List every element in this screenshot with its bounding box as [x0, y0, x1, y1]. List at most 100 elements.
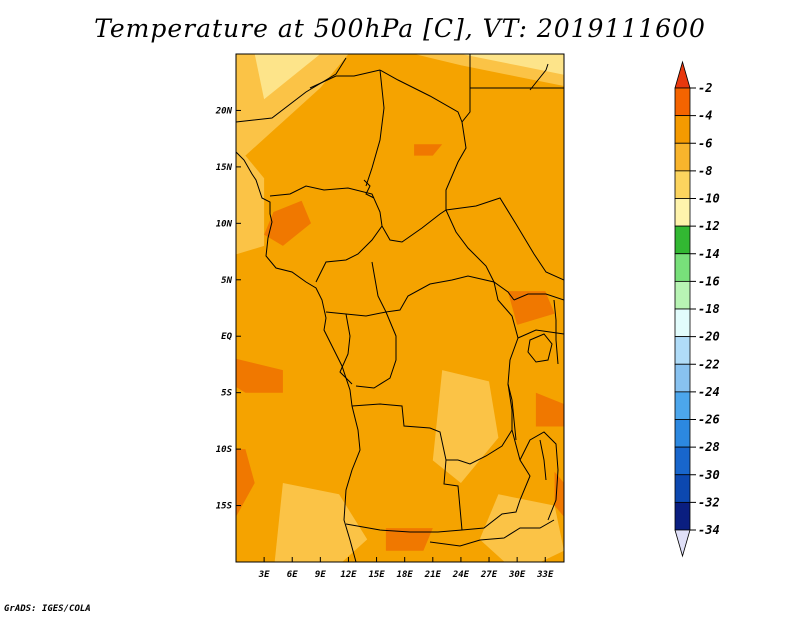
lon-tick-label-3: 12E	[340, 570, 357, 580]
colorbar-segment-14	[674, 446, 691, 476]
colorbar-label-15: -32	[698, 495, 720, 509]
colorbar-segment-9	[674, 308, 691, 338]
border-mali-niger	[365, 69, 385, 187]
colorbar-segment-10	[674, 336, 691, 365]
colorbar-segment-6	[674, 225, 691, 255]
lake-chad	[363, 179, 375, 199]
temp-band-7	[460, 54, 564, 75]
colorbar-segment-7	[674, 253, 691, 282]
temp-band-11	[507, 291, 555, 325]
map-background	[236, 54, 564, 562]
lat-tick-label-6: 10S	[216, 445, 233, 455]
colorbar-segment-12	[674, 391, 691, 420]
colorbar-label-13: -28	[698, 440, 720, 454]
border-algeria-mali	[309, 69, 381, 89]
border-sahel-line	[236, 57, 347, 123]
lat-tick-label-4: EQ	[221, 332, 232, 342]
lon-tick-label-10: 33E	[536, 570, 554, 580]
colorbar-label-4: -10	[698, 192, 720, 206]
lon-tick-label-2: 9E	[315, 570, 326, 580]
lon-tick-label-9: 30E	[508, 570, 526, 580]
colorbar-segment-3	[674, 142, 691, 172]
border-zambia-east	[461, 429, 531, 531]
colorbar-segment-17	[674, 529, 691, 558]
temp-band-3	[432, 370, 499, 483]
coastline-west	[236, 151, 361, 562]
lon-tick-label-5: 18E	[397, 570, 414, 580]
temp-band-9	[414, 144, 443, 156]
longitude-axis: 3E 6E 9E 12E 15E 18E 21E 24E 27E 30E 33E	[258, 557, 554, 580]
grads-credit: GrADS: IGES/COLA	[4, 604, 91, 614]
temp-band-13	[236, 449, 255, 517]
lon-tick-label-6: 21E	[424, 570, 442, 580]
colorbar-label-16: -34	[698, 523, 720, 537]
colorbar-segments	[674, 60, 691, 558]
temp-band-10	[236, 358, 283, 393]
temp-band-2	[236, 155, 265, 255]
temp-band-15	[385, 528, 433, 551]
border-uganda-kenya	[513, 293, 564, 301]
colorbar-segment-8	[674, 280, 691, 310]
colorbar-label-14: -30	[698, 468, 720, 482]
border-chad-north	[445, 54, 471, 210]
border-car	[371, 261, 515, 313]
lat-tick-label-2: 10N	[216, 219, 233, 229]
colorbar-segment-1	[674, 87, 691, 117]
colorbar-label-5: -12	[698, 219, 720, 233]
border-gabon-congo	[339, 313, 353, 385]
temp-band-6	[254, 54, 321, 100]
lon-tick-label-0: 3E	[258, 570, 270, 580]
colorbar-labels: -2 -4 -6 -8 -10 -12 -14 -16 -18 -20 -22 -24 -26 -28 -3…	[690, 81, 720, 537]
colorbar-label-0: -2	[698, 81, 712, 95]
colorbar-segment-5	[674, 198, 691, 227]
colorbar-label-2: -6	[698, 136, 712, 150]
colorbar-label-11: -24	[698, 385, 720, 399]
lake-tanganyika	[507, 383, 517, 441]
border-angola-zambia	[443, 459, 463, 531]
lake-malawi	[539, 439, 547, 481]
colorbar-label-10: -22	[698, 357, 720, 371]
colorbar-label-8: -18	[698, 302, 720, 316]
map-title: Temperature at 500hPa [C], VT: 201911160…	[94, 14, 706, 43]
lat-tick-label-0: 20N	[215, 106, 233, 116]
colorbar-label-3: -8	[698, 164, 712, 178]
border-tanzania	[517, 329, 564, 339]
lon-tick-label-7: 24E	[452, 570, 470, 580]
lat-tick-label-5: 5S	[221, 389, 232, 399]
border-nigeria-cameroon	[315, 225, 383, 283]
border-niger-nigeria	[269, 185, 383, 227]
temp-band-8	[264, 200, 311, 246]
lat-tick-label-1: 15N	[216, 163, 233, 173]
latitude-axis: 20N 15N 10N 5N EQ 5S 10S 15S	[215, 106, 241, 512]
border-congo-drc	[355, 311, 397, 389]
colorbar-label-6: -14	[698, 247, 720, 261]
coast-east	[553, 299, 559, 365]
border-south	[429, 519, 555, 547]
lon-tick-label-4: 15E	[368, 570, 385, 580]
border-chad-cameroon	[381, 209, 495, 283]
border-angola-namibia	[345, 523, 463, 533]
border-mozambique	[519, 431, 559, 521]
border-angola-drc	[351, 403, 458, 461]
lat-tick-label-3: 5N	[221, 276, 232, 286]
lake-victoria	[527, 333, 553, 363]
border-libya	[379, 69, 463, 123]
border-sudan-south	[445, 197, 564, 281]
colorbar-segment-16	[674, 501, 691, 531]
lon-tick-label-8: 27E	[480, 570, 498, 580]
lat-tick-label-7: 15S	[216, 502, 233, 512]
river-sinai	[529, 63, 549, 91]
map-frame	[235, 53, 565, 563]
colorbar-segment-11	[674, 363, 691, 393]
temp-band-12	[535, 392, 564, 427]
colorbar-segment-4	[674, 170, 691, 199]
temp-band-4	[274, 483, 368, 562]
colorbar-segment-2	[674, 115, 691, 144]
colorbar-label-9: -20	[698, 330, 720, 344]
lon-tick-label-1: 6E	[287, 570, 298, 580]
border-cameroon-south	[325, 311, 387, 317]
colorbar-label-1: -4	[698, 109, 712, 123]
border-drc-east	[457, 281, 519, 465]
